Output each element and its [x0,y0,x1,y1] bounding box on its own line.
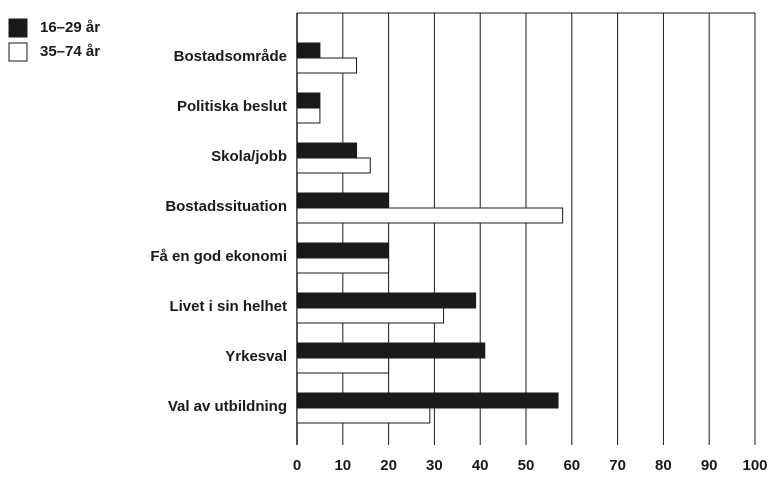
x-tick-label: 40 [472,457,489,474]
x-tick-label: 70 [609,457,626,474]
bar [296,192,390,209]
y-tick-label: Bostadsområde [174,48,287,65]
y-tick-label: Skola/jobb [211,148,287,165]
x-tick-label: 10 [334,457,351,474]
y-tick-label: Bostadssituation [165,198,287,215]
x-tick-label: 90 [701,457,718,474]
bar [296,57,358,74]
bar [296,92,321,109]
y-tick-label: Politiska beslut [177,98,287,115]
x-tick-label: 30 [426,457,443,474]
y-tick-label: Val av utbildning [168,398,287,415]
y-tick-label: Livet i sin helhet [169,298,287,315]
x-tick-label: 20 [380,457,397,474]
bar [296,257,390,274]
x-tick-label: 0 [293,457,301,474]
bar [296,342,486,359]
bar [296,392,559,409]
x-tick-label: 50 [518,457,535,474]
bar [296,292,477,309]
bar [296,407,431,424]
x-tick-label: 60 [563,457,580,474]
y-tick-label: Få en god ekonomi [150,248,287,265]
bar [296,242,390,259]
x-tick-label: 100 [742,457,767,474]
legend-label: 35–74 år [40,43,100,60]
bar [296,357,390,374]
bar [296,142,358,159]
bar [296,307,445,324]
y-tick-label: Yrkesval [225,348,287,365]
legend-swatch [8,42,28,62]
x-tick-label: 80 [655,457,672,474]
legend-label: 16–29 år [40,19,100,36]
bar [296,107,321,124]
bar [296,157,371,174]
bar [296,42,321,59]
legend-swatch [8,18,28,38]
bar [296,207,564,224]
